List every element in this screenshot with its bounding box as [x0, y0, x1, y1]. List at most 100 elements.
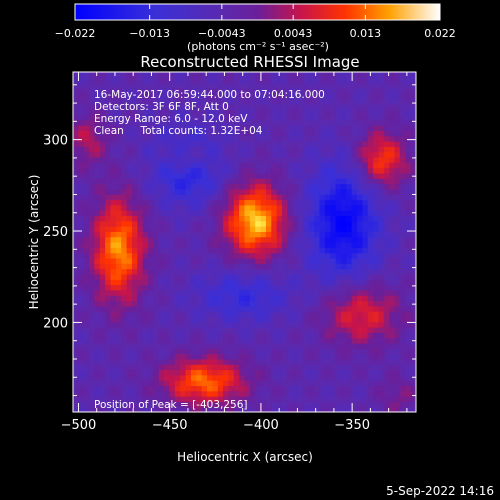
heatmap-cell [394, 236, 401, 243]
heatmap-cell [346, 226, 353, 232]
heatmap-cell [308, 273, 315, 280]
heatmap-cell [292, 167, 299, 174]
heatmap-cell [405, 242, 412, 248]
heatmap-cell [255, 242, 262, 248]
heatmap-cell [394, 268, 401, 275]
heatmap-cell [389, 289, 396, 296]
info-line-time: 16-May-2017 06:59:44.000 to 07:04:16.000 [94, 89, 325, 101]
heatmap-cell [142, 87, 149, 94]
heatmap-cell [303, 406, 310, 412]
heatmap-cell [89, 369, 96, 376]
heatmap-cell [357, 257, 364, 264]
heatmap-cell [228, 146, 235, 153]
heatmap-cell [206, 332, 213, 339]
heatmap-cell [126, 263, 133, 270]
heatmap-cell [378, 369, 385, 376]
heatmap-cell [223, 188, 230, 195]
heatmap-cell [78, 327, 85, 333]
heatmap-cell [351, 194, 358, 201]
heatmap-cell [169, 390, 176, 397]
heatmap-cell [206, 130, 213, 137]
heatmap-cell [298, 279, 305, 286]
heatmap-cell [180, 364, 187, 371]
heatmap-cell [405, 380, 412, 387]
heatmap-cell [201, 273, 208, 280]
heatmap-cell [303, 98, 310, 105]
heatmap-cell [351, 289, 358, 296]
heatmap-cell [357, 316, 364, 323]
heatmap-cell [271, 178, 278, 185]
heatmap-cell [330, 273, 337, 280]
heatmap-cell [137, 284, 144, 291]
heatmap-cell [73, 119, 79, 126]
heatmap-cell [244, 252, 251, 259]
heatmap-cell [373, 295, 380, 302]
heatmap-cell [137, 130, 144, 137]
heatmap-cell [378, 236, 385, 243]
heatmap-cell [206, 369, 213, 376]
heatmap-cell [340, 273, 347, 280]
heatmap-cell [73, 77, 79, 84]
heatmap-cell [196, 327, 203, 333]
heatmap-cell [94, 284, 101, 291]
heatmap-cell [94, 151, 101, 158]
heatmap-cell [121, 226, 128, 232]
heatmap-cell [158, 82, 165, 89]
heatmap-cell [287, 263, 294, 270]
heatmap-cell [158, 172, 165, 179]
heatmap-cell [287, 284, 294, 291]
heatmap-cell [367, 321, 374, 328]
heatmap-cell [314, 242, 321, 248]
heatmap-cell [330, 167, 337, 174]
heatmap-cell [174, 327, 181, 333]
heatmap-cell [340, 316, 347, 323]
heatmap-cell [244, 82, 251, 89]
heatmap-cell [340, 172, 347, 179]
heatmap-cell [405, 316, 412, 323]
heatmap-cell [201, 109, 208, 116]
heatmap-cell [131, 210, 138, 217]
heatmap-cell [126, 348, 133, 355]
heatmap-cell [217, 135, 224, 142]
heatmap-cell [319, 342, 326, 349]
heatmap-cell [190, 257, 197, 264]
heatmap-cell [324, 242, 331, 248]
heatmap-cell [308, 109, 315, 116]
heatmap-cell [153, 247, 160, 254]
heatmap-cell [110, 130, 117, 137]
heatmap-cell [78, 72, 85, 78]
heatmap-cell [265, 353, 272, 360]
heatmap-cell [78, 172, 85, 179]
heatmap-cell [298, 305, 305, 312]
heatmap-cell [239, 364, 246, 371]
heatmap-cell [212, 236, 219, 243]
heatmap-cell [330, 289, 337, 296]
heatmap-cell [169, 358, 176, 365]
heatmap-cell [308, 279, 315, 286]
heatmap-cell [314, 109, 321, 116]
heatmap-cell [185, 353, 192, 360]
heatmap-cell [271, 114, 278, 121]
heatmap-cell [169, 342, 176, 349]
heatmap-cell [303, 242, 310, 248]
heatmap-cell [410, 332, 416, 339]
heatmap-cell [324, 82, 331, 89]
heatmap-cell [357, 374, 364, 381]
heatmap-cell [346, 220, 353, 227]
heatmap-cell [223, 348, 230, 355]
heatmap-cell [83, 157, 90, 163]
heatmap-cell [206, 242, 213, 248]
heatmap-cell [303, 93, 310, 100]
heatmap-cell [378, 178, 385, 185]
heatmap-cell [121, 337, 128, 344]
heatmap-cell [271, 72, 278, 78]
heatmap-cell [89, 125, 96, 132]
heatmap-cell [335, 369, 342, 376]
heatmap-cell [394, 199, 401, 206]
heatmap-cell [196, 188, 203, 195]
heatmap-cell [180, 268, 187, 275]
heatmap-cell [73, 327, 79, 333]
heatmap-cell [89, 98, 96, 105]
heatmap-cell [351, 103, 358, 110]
heatmap-cell [142, 125, 149, 132]
